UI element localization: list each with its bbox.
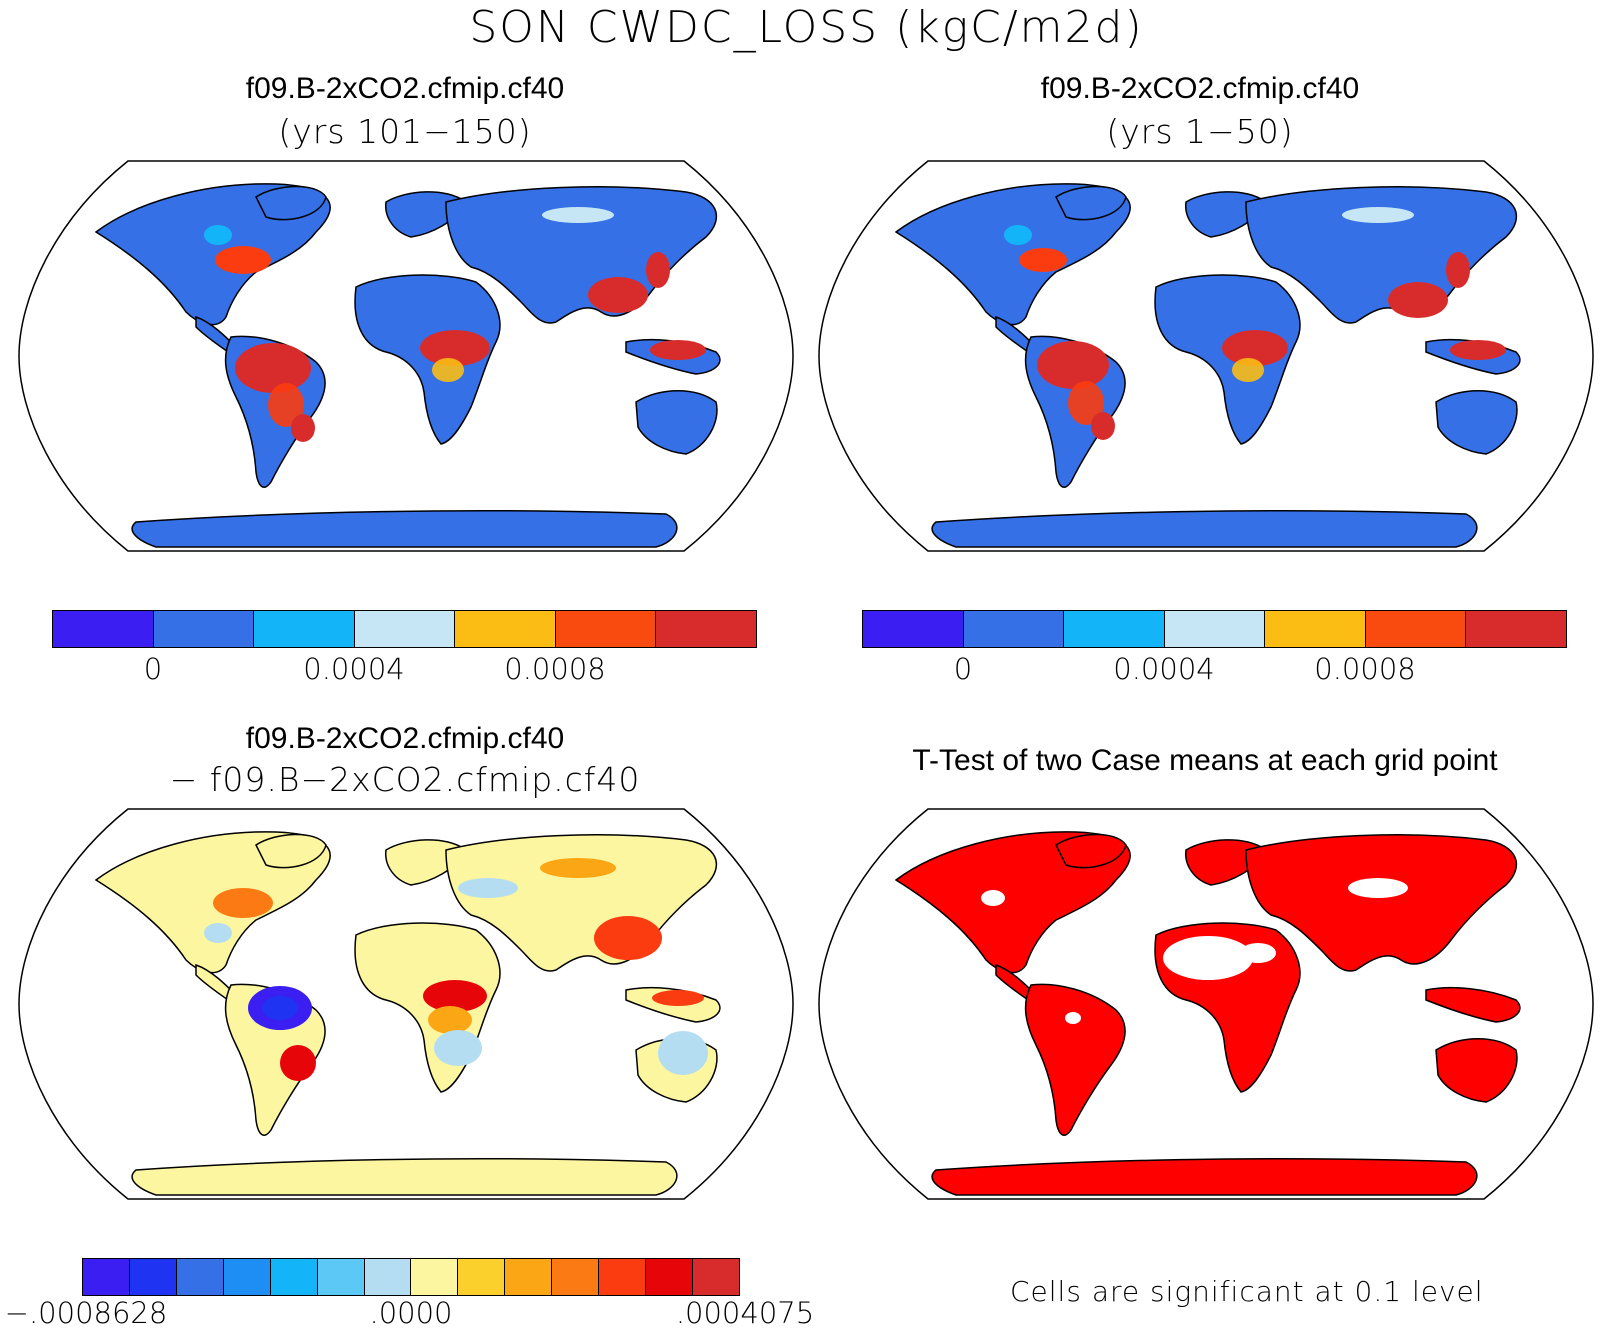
colorbar-diff-tick: −.0008628 bbox=[4, 1296, 168, 1330]
colorbar-swatch bbox=[1164, 611, 1266, 647]
colorbar-panel1-tick: 0 bbox=[143, 652, 163, 686]
colorbar-swatch bbox=[692, 1259, 739, 1295]
colorbar-swatch bbox=[552, 1259, 600, 1295]
colorbar-swatch bbox=[411, 1259, 459, 1295]
colorbar-swatch bbox=[223, 1259, 271, 1295]
colorbar-swatch bbox=[555, 611, 657, 647]
panel2-hotspots bbox=[1004, 207, 1506, 440]
colorbar-panel2-tick: 0 bbox=[953, 652, 973, 686]
panel3-title: f09.B-2xCO2.cfmip.cf40 bbox=[245, 722, 565, 755]
colorbar-diff bbox=[82, 1258, 740, 1296]
colorbar-swatch bbox=[176, 1259, 224, 1295]
colorbar-panel2-tick: 0.0004 bbox=[1113, 652, 1215, 686]
colorbar-swatch bbox=[1365, 611, 1467, 647]
colorbar-swatch bbox=[646, 1259, 693, 1295]
figure-title: SON CWDC_LOSS (kgC/m2d) bbox=[469, 2, 1144, 53]
panel4-nonsignificant bbox=[981, 878, 1408, 1024]
colorbar-panel1-tick: 0.0004 bbox=[303, 652, 405, 686]
colorbar-panel1-tick: 0.0008 bbox=[504, 652, 606, 686]
panel2-map bbox=[818, 160, 1594, 552]
panel2-subtitle: (yrs 1−50) bbox=[1106, 112, 1294, 151]
colorbar-swatch bbox=[1064, 611, 1165, 647]
colorbar-swatch bbox=[505, 1259, 553, 1295]
panel3-subtitle: − f09.B−2xCO2.cfmip.cf40 bbox=[169, 760, 641, 799]
colorbar-swatch bbox=[963, 611, 1065, 647]
colorbar-swatch bbox=[455, 611, 556, 647]
colorbar-swatch bbox=[354, 611, 456, 647]
colorbar-swatch bbox=[364, 1259, 412, 1295]
colorbar-swatch bbox=[129, 1259, 177, 1295]
panel1-map bbox=[18, 160, 794, 552]
colorbar-swatch bbox=[1466, 611, 1567, 647]
colorbar-panel2-tick: 0.0008 bbox=[1314, 652, 1416, 686]
panel4-title: T-Test of two Case means at each grid po… bbox=[912, 744, 1498, 777]
significance-note: Cells are significant at 0.1 level bbox=[1010, 1275, 1484, 1308]
panel1-hotspots bbox=[204, 207, 706, 442]
colorbar-swatch bbox=[254, 611, 355, 647]
colorbar-diff-tick: .0004075 bbox=[675, 1296, 815, 1330]
colorbar-panel1 bbox=[52, 610, 757, 648]
panel3-anomalies bbox=[204, 858, 708, 1081]
panel3-map-svg bbox=[18, 808, 794, 1200]
panel4-map-svg bbox=[818, 808, 1594, 1200]
panel3-map bbox=[18, 808, 794, 1200]
panel2-map-svg bbox=[818, 160, 1594, 552]
colorbar-swatch bbox=[53, 611, 154, 647]
colorbar-swatch bbox=[83, 1259, 130, 1295]
colorbar-swatch bbox=[599, 1259, 647, 1295]
colorbar-swatch bbox=[317, 1259, 365, 1295]
panel4-map bbox=[818, 808, 1594, 1200]
panel1-map-svg bbox=[18, 160, 794, 552]
colorbar-swatch bbox=[863, 611, 964, 647]
colorbar-panel2 bbox=[862, 610, 1567, 648]
panel2-title: f09.B-2xCO2.cfmip.cf40 bbox=[1040, 72, 1360, 105]
panel1-title: f09.B-2xCO2.cfmip.cf40 bbox=[245, 72, 565, 105]
colorbar-swatch bbox=[1265, 611, 1366, 647]
colorbar-swatch bbox=[458, 1259, 506, 1295]
colorbar-diff-tick: .0000 bbox=[369, 1296, 453, 1330]
colorbar-swatch bbox=[656, 611, 757, 647]
panel1-subtitle: (yrs 101−150) bbox=[278, 112, 532, 151]
colorbar-swatch bbox=[153, 611, 255, 647]
colorbar-swatch bbox=[270, 1259, 318, 1295]
